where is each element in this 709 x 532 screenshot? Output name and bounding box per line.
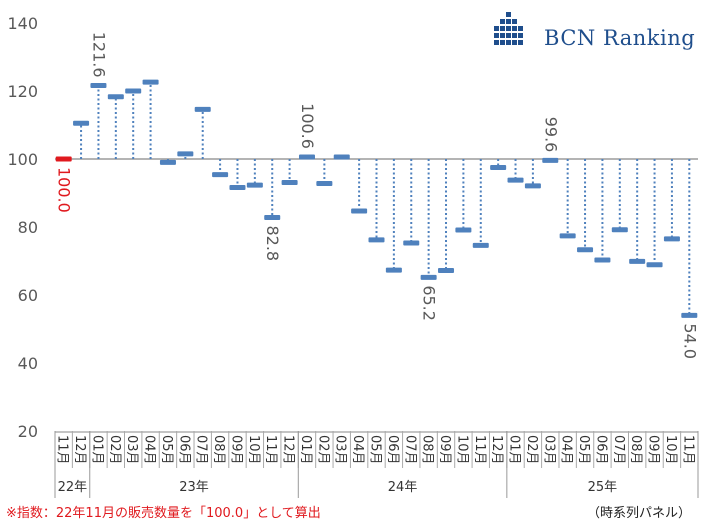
value-marker [438, 268, 455, 274]
month-label: 12月 [72, 435, 87, 465]
data-label: 121.6 [89, 32, 108, 78]
value-marker [194, 106, 211, 112]
year-label: 24年 [388, 480, 418, 495]
year-label: 22年 [58, 480, 88, 495]
month-label: 03月 [541, 435, 556, 465]
data-label: 100.6 [298, 103, 317, 149]
month-label: 07月 [611, 435, 626, 465]
month-label: 05月 [159, 435, 174, 465]
value-marker [681, 312, 698, 318]
month-label: 05月 [368, 435, 383, 465]
data-label: 100.0 [55, 167, 74, 213]
y-tick-label: 40 [18, 354, 38, 373]
y-tick-label: 140 [7, 14, 38, 33]
value-marker [107, 94, 124, 100]
month-label: 12月 [489, 435, 504, 465]
value-marker [385, 267, 402, 273]
year-label: 25年 [588, 480, 618, 495]
y-tick-label: 20 [18, 422, 38, 441]
value-marker [646, 262, 663, 268]
value-marker [368, 237, 385, 243]
y-tick-label: 100 [7, 150, 38, 169]
value-marker [142, 79, 159, 85]
value-marker [629, 258, 646, 264]
value-marker [524, 183, 541, 189]
month-label: 06月 [385, 435, 400, 465]
data-label: 99.6 [541, 117, 560, 153]
month-label: 08月 [420, 435, 435, 465]
month-label: 10月 [246, 435, 261, 465]
month-label: 11月 [263, 435, 278, 465]
logo-text: BCN Ranking [544, 26, 696, 50]
year-label: 23年 [179, 480, 209, 495]
value-marker [281, 179, 298, 185]
value-marker [177, 151, 194, 157]
value-marker [264, 214, 281, 220]
month-label: 02月 [107, 435, 122, 465]
value-marker [90, 83, 107, 89]
value-marker [316, 180, 333, 186]
y-tick-label: 80 [18, 218, 38, 237]
month-label: 10月 [454, 435, 469, 465]
value-marker [246, 182, 263, 188]
month-label: 01月 [89, 435, 104, 465]
value-marker [73, 120, 90, 126]
value-marker [594, 257, 611, 263]
baseline-marker [55, 156, 72, 162]
value-marker [490, 165, 507, 170]
month-label: 09月 [228, 435, 243, 465]
month-label: 03月 [124, 435, 139, 465]
month-label: 04月 [142, 435, 157, 465]
logo: BCN Ranking [490, 12, 700, 62]
month-label: 11月 [680, 435, 695, 465]
value-marker [663, 236, 680, 242]
value-marker [351, 208, 368, 214]
month-label: 04月 [559, 435, 574, 465]
data-label: 54.0 [680, 323, 699, 359]
building-blocks-icon [494, 12, 523, 45]
month-label: 05月 [576, 435, 591, 465]
month-label: 06月 [176, 435, 191, 465]
value-marker [542, 157, 559, 163]
month-label: 08月 [211, 435, 226, 465]
value-marker [159, 159, 176, 165]
month-label: 06月 [593, 435, 608, 465]
data-label: 65.2 [420, 285, 439, 321]
value-marker [472, 242, 489, 248]
value-marker [333, 154, 350, 160]
month-label: 01月 [298, 435, 313, 465]
month-label: 07月 [402, 435, 417, 465]
month-label: 07月 [194, 435, 209, 465]
y-tick-label: 120 [7, 82, 38, 101]
value-marker [212, 172, 229, 178]
value-marker [455, 227, 472, 233]
month-label: 11月 [472, 435, 487, 465]
month-label: 02月 [524, 435, 539, 465]
value-marker [507, 177, 524, 183]
month-label: 09月 [646, 435, 661, 465]
footnote: ※指数：22年11月の販売数量を「100.0」として算出 [6, 506, 321, 521]
value-marker [229, 185, 246, 191]
value-marker [298, 154, 315, 160]
month-label: 02月 [315, 435, 330, 465]
value-marker [559, 233, 576, 239]
data-label: 82.8 [263, 225, 282, 261]
month-label: 11月 [55, 435, 70, 465]
month-label: 08月 [628, 435, 643, 465]
value-marker [125, 88, 142, 94]
month-label: 12月 [281, 435, 296, 465]
panel-label: （時系列パネル） [586, 506, 691, 521]
month-label: 09月 [437, 435, 452, 465]
month-label: 01月 [507, 435, 522, 465]
month-label: 03月 [333, 435, 348, 465]
month-label: 10月 [663, 435, 678, 465]
value-marker [611, 227, 628, 233]
month-label: 04月 [350, 435, 365, 465]
value-marker [577, 247, 594, 253]
y-tick-label: 60 [18, 286, 38, 305]
value-marker [420, 274, 437, 280]
value-marker [403, 240, 420, 246]
